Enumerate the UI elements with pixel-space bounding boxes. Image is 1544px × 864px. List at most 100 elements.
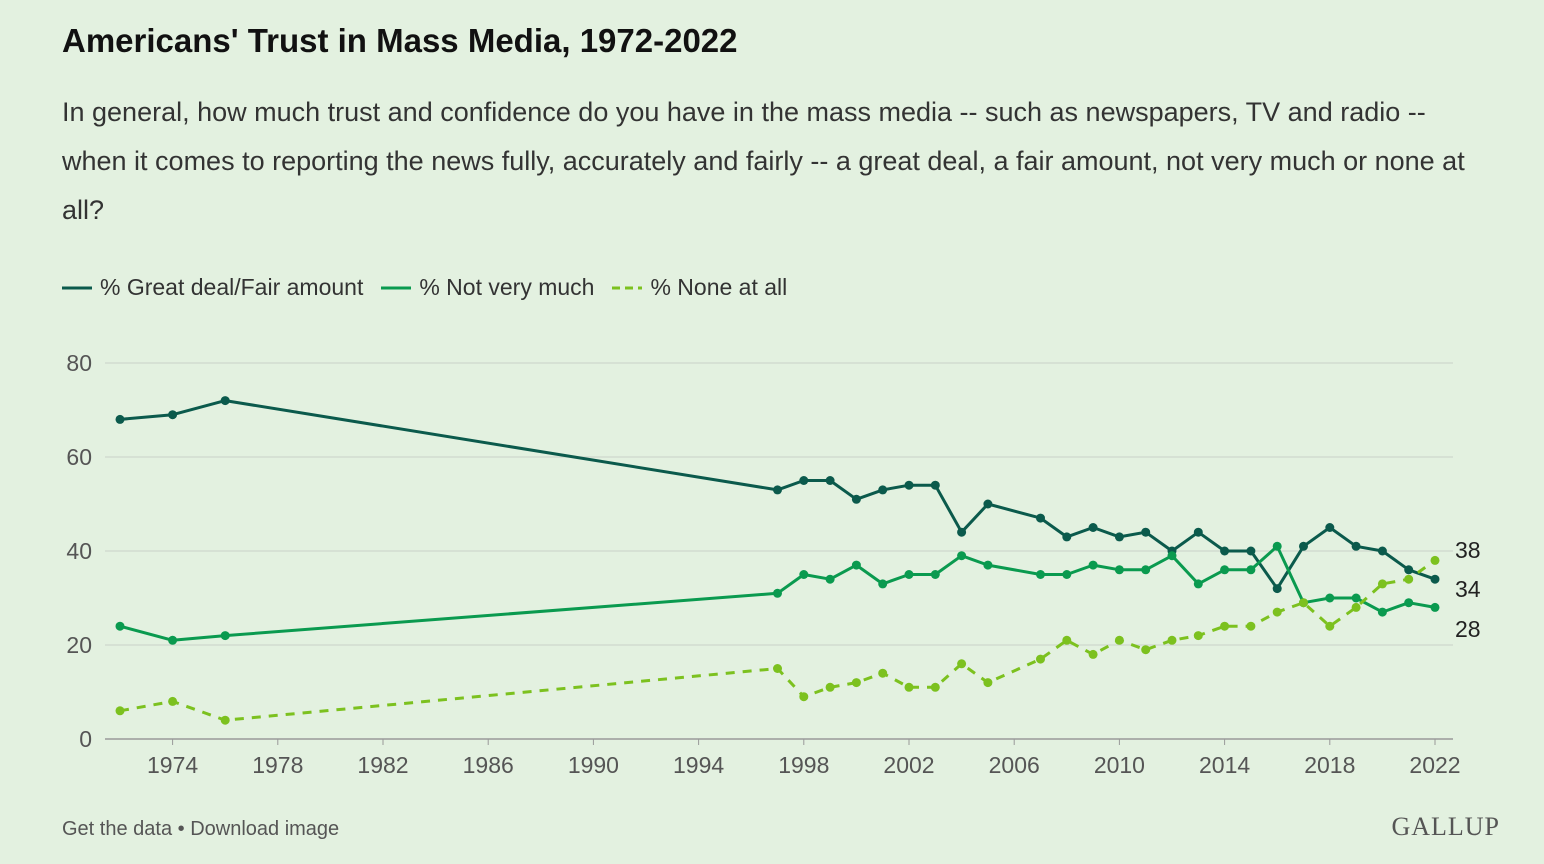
x-tick-label: 2002 bbox=[883, 752, 934, 778]
data-point bbox=[220, 631, 230, 641]
data-point bbox=[1246, 565, 1256, 575]
data-point bbox=[1404, 598, 1414, 608]
data-point bbox=[878, 485, 888, 495]
data-point bbox=[773, 664, 782, 673]
data-point bbox=[1088, 649, 1098, 659]
data-point bbox=[1377, 579, 1387, 589]
data-point bbox=[1036, 654, 1045, 664]
end-label: 38 bbox=[1455, 537, 1481, 563]
x-tick-label: 1998 bbox=[778, 752, 829, 778]
end-label: 28 bbox=[1455, 616, 1481, 642]
data-point bbox=[1351, 541, 1361, 551]
data-point bbox=[168, 410, 178, 420]
data-point bbox=[1430, 555, 1440, 565]
data-point bbox=[1141, 645, 1151, 655]
data-point bbox=[1220, 565, 1230, 575]
data-point bbox=[878, 668, 888, 678]
data-point bbox=[1351, 602, 1361, 612]
data-point bbox=[957, 527, 967, 537]
data-point bbox=[773, 588, 782, 598]
legend-swatch-icon bbox=[381, 286, 412, 289]
data-point bbox=[1299, 541, 1308, 551]
separator: • bbox=[172, 818, 191, 840]
x-tick-label: 2018 bbox=[1304, 752, 1355, 778]
y-tick-label: 20 bbox=[66, 632, 92, 658]
data-point bbox=[825, 574, 835, 584]
data-point bbox=[1377, 546, 1387, 556]
data-point bbox=[851, 678, 861, 688]
data-point bbox=[957, 659, 967, 669]
data-point bbox=[851, 560, 861, 570]
data-point bbox=[1141, 565, 1151, 575]
data-point bbox=[957, 551, 967, 561]
data-point bbox=[1272, 607, 1282, 617]
data-point bbox=[983, 499, 993, 509]
data-point bbox=[851, 494, 861, 504]
data-point bbox=[983, 560, 993, 570]
data-point bbox=[930, 480, 940, 490]
data-point bbox=[930, 682, 940, 692]
data-point bbox=[878, 579, 888, 589]
data-point bbox=[1430, 602, 1440, 612]
data-point bbox=[825, 476, 835, 485]
data-point bbox=[1299, 598, 1308, 608]
data-point bbox=[1036, 570, 1045, 579]
series-line-1 bbox=[119, 544, 1436, 642]
data-point bbox=[904, 480, 914, 490]
data-point bbox=[1193, 579, 1203, 589]
data-point bbox=[168, 635, 178, 645]
y-tick-label: 40 bbox=[66, 538, 92, 564]
data-point bbox=[1430, 574, 1440, 584]
data-point bbox=[1272, 584, 1282, 594]
x-tick-label: 2022 bbox=[1409, 752, 1460, 778]
download-image-link[interactable]: Download image bbox=[190, 818, 340, 840]
data-point bbox=[1062, 532, 1072, 542]
legend-item: % Great deal/Fair amount bbox=[62, 274, 363, 301]
data-point bbox=[1220, 621, 1230, 631]
data-point bbox=[1246, 621, 1256, 631]
y-tick-label: 60 bbox=[66, 444, 92, 470]
data-point bbox=[825, 682, 835, 692]
data-point bbox=[799, 692, 809, 702]
data-point bbox=[1062, 570, 1072, 579]
data-point bbox=[1114, 532, 1124, 542]
data-point bbox=[1220, 546, 1230, 556]
data-point bbox=[1377, 607, 1387, 617]
data-point bbox=[1088, 560, 1098, 570]
x-tick-label: 2006 bbox=[989, 752, 1040, 778]
data-point bbox=[1404, 565, 1414, 575]
x-tick-label: 1994 bbox=[673, 752, 724, 778]
chart-title: Americans' Trust in Mass Media, 1972-202… bbox=[62, 22, 738, 59]
data-point bbox=[1114, 565, 1124, 575]
data-point bbox=[1272, 541, 1282, 551]
x-tick-label: 2014 bbox=[1199, 752, 1250, 778]
legend: % Great deal/Fair amount % Not very much%… bbox=[62, 274, 787, 301]
data-point bbox=[1167, 635, 1177, 645]
get-data-link[interactable]: Get the data bbox=[62, 818, 173, 840]
data-point bbox=[799, 476, 809, 485]
y-tick-label: 80 bbox=[66, 350, 92, 376]
data-point bbox=[773, 485, 782, 495]
data-point bbox=[1404, 574, 1414, 584]
data-point bbox=[1325, 621, 1335, 631]
data-point bbox=[904, 570, 914, 579]
x-tick-label: 1990 bbox=[568, 752, 619, 778]
legend-swatch-icon bbox=[612, 286, 643, 289]
data-point bbox=[1088, 523, 1098, 532]
legend-item: % None at all bbox=[612, 274, 787, 301]
series-line-2 bbox=[119, 559, 1436, 722]
data-point bbox=[1325, 593, 1335, 603]
legend-swatch-icon bbox=[62, 286, 92, 289]
legend-label: % Not very much bbox=[419, 274, 595, 300]
data-point bbox=[799, 570, 809, 579]
legend-item: % Not very much bbox=[381, 274, 594, 301]
series-line-0 bbox=[119, 399, 1436, 591]
data-point bbox=[1062, 635, 1072, 645]
gallup-logo: GALLUP bbox=[1391, 812, 1500, 841]
x-tick-label: 2010 bbox=[1094, 752, 1145, 778]
data-point bbox=[904, 682, 914, 692]
data-point bbox=[930, 570, 940, 579]
data-point bbox=[1193, 631, 1203, 641]
x-tick-label: 1978 bbox=[252, 752, 303, 778]
